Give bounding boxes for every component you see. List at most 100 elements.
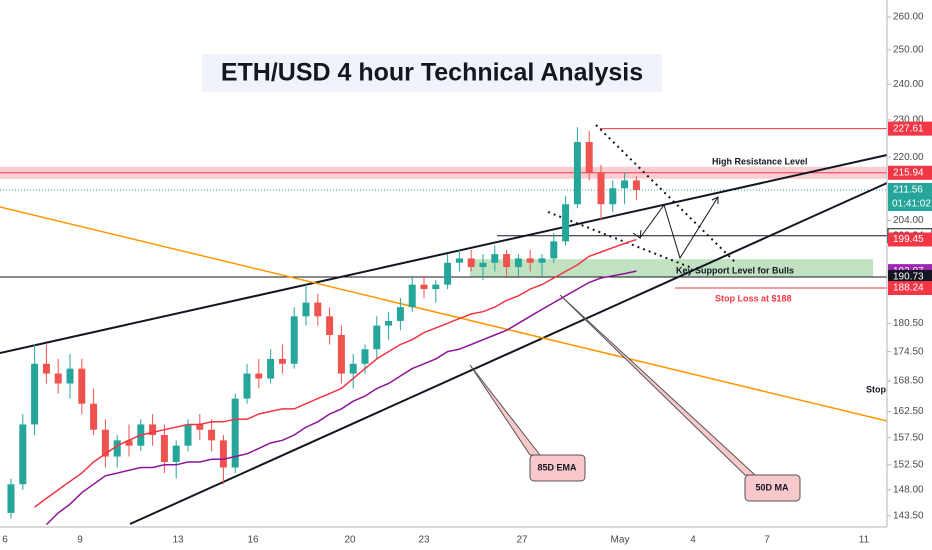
moving-average — [34, 238, 637, 508]
candle-body — [361, 349, 369, 364]
candle-body — [373, 325, 381, 350]
lower-trendline — [129, 182, 888, 525]
candle-body — [479, 262, 487, 268]
orange-trendline — [0, 206, 888, 422]
candle-body — [420, 284, 428, 290]
dotted-line — [595, 124, 736, 263]
candle-body — [573, 142, 581, 205]
price-label-box — [888, 121, 932, 136]
stop-loss-text: Stop Loss at $188 — [715, 293, 792, 303]
candle-body — [302, 302, 310, 317]
x-tick-label: 13 — [172, 535, 184, 546]
x-tick-label: 4 — [690, 535, 696, 546]
candle-body — [101, 429, 109, 457]
y-tick-label: 174.50 — [893, 346, 924, 357]
candle-body — [385, 320, 393, 326]
candle-body — [514, 258, 522, 268]
x-tick-label: 27 — [516, 535, 528, 546]
y-tick-label: 260.00 — [893, 12, 924, 23]
candle-body — [349, 363, 357, 374]
title-box — [202, 54, 662, 92]
price-label: 211.56 — [893, 185, 923, 196]
support-text: Key Support Level for Bulls — [676, 265, 794, 275]
chart-title: ETH/USD 4 hour Technical Analysis — [221, 59, 643, 87]
price-label-box — [888, 269, 932, 284]
arrow-head — [711, 196, 719, 204]
callout-box — [529, 454, 586, 482]
candle-body — [550, 241, 558, 259]
y-tick-label: 148.00 — [893, 485, 924, 496]
candle-body — [585, 142, 593, 173]
price-label-box — [888, 165, 932, 180]
price-label: 188.24 — [893, 283, 924, 294]
dotted-line — [547, 211, 693, 269]
y-tick-label: 143.50 — [893, 510, 924, 521]
candle-body — [267, 358, 275, 379]
candle-body — [160, 435, 168, 463]
y-tick-label: 240.00 — [893, 79, 924, 90]
y-tick-label: 162.50 — [893, 406, 924, 417]
candle-body — [621, 180, 629, 189]
price-label: 215.94 — [893, 167, 924, 178]
drawings-back — [0, 128, 887, 289]
candle-body — [31, 363, 39, 425]
candle-body — [314, 302, 322, 317]
x-tick-label: 16 — [247, 535, 259, 546]
candle-body — [219, 440, 227, 468]
candle-body — [396, 307, 404, 321]
candle-body — [467, 258, 475, 268]
y-tick-label: 204.00 — [893, 215, 924, 226]
y-tick-label: 157.50 — [893, 432, 924, 443]
candle-body — [243, 373, 251, 399]
candle-body — [491, 254, 499, 263]
candle-body — [78, 368, 86, 404]
candle-body — [326, 316, 334, 335]
candle-body — [172, 445, 180, 463]
countdown: 01:41:02 — [892, 199, 931, 210]
price-label: 199.45 — [893, 234, 924, 245]
price-label-box — [888, 281, 932, 296]
price-label-box — [888, 182, 932, 197]
moving-average — [45, 270, 637, 526]
candle-body — [90, 403, 98, 430]
candle-body — [455, 258, 463, 263]
x-tick-label: 23 — [418, 535, 430, 546]
arrow-head — [632, 229, 642, 239]
y-tick-label: 168.50 — [893, 376, 924, 387]
x-tick-label: 11 — [859, 535, 870, 546]
candle-body — [231, 398, 239, 468]
price-label: 190.73 — [893, 272, 924, 283]
candle-body — [66, 368, 74, 384]
candle-body — [184, 424, 192, 446]
y-tick-label: 250.00 — [893, 44, 924, 55]
candle-body — [526, 258, 534, 263]
candle-body — [149, 424, 157, 436]
x-tick-label: 20 — [344, 535, 356, 546]
candle-body — [337, 334, 345, 374]
support-band — [470, 259, 873, 278]
candle-body — [7, 484, 15, 513]
candle-body — [42, 363, 50, 374]
candle-body — [125, 440, 133, 446]
callout-text: 85D EMA — [537, 462, 577, 472]
countdown-box — [888, 196, 932, 211]
resistance-text: High Resistance Level — [712, 156, 808, 166]
candle-body — [632, 180, 640, 190]
price-label: 227.61 — [893, 123, 924, 134]
candle-body — [538, 258, 546, 263]
candle-body — [255, 373, 263, 379]
candle-body — [503, 254, 511, 268]
upper-trendline — [0, 154, 888, 354]
x-tick-label: 7 — [764, 535, 770, 546]
axis-labels: 143.50 148.00 152.50 157.50 162.50 168.50 174.… — [2, 12, 932, 546]
candle-body — [278, 358, 286, 364]
edge-text: Stop — [866, 384, 886, 394]
candle-body — [597, 172, 605, 205]
candle-body — [208, 429, 216, 441]
projection-arrow — [639, 196, 719, 260]
candle-body — [54, 373, 62, 384]
y-tick-label: 230.00 — [893, 114, 924, 125]
x-tick-label: May — [611, 535, 630, 546]
candle-body — [19, 424, 27, 485]
